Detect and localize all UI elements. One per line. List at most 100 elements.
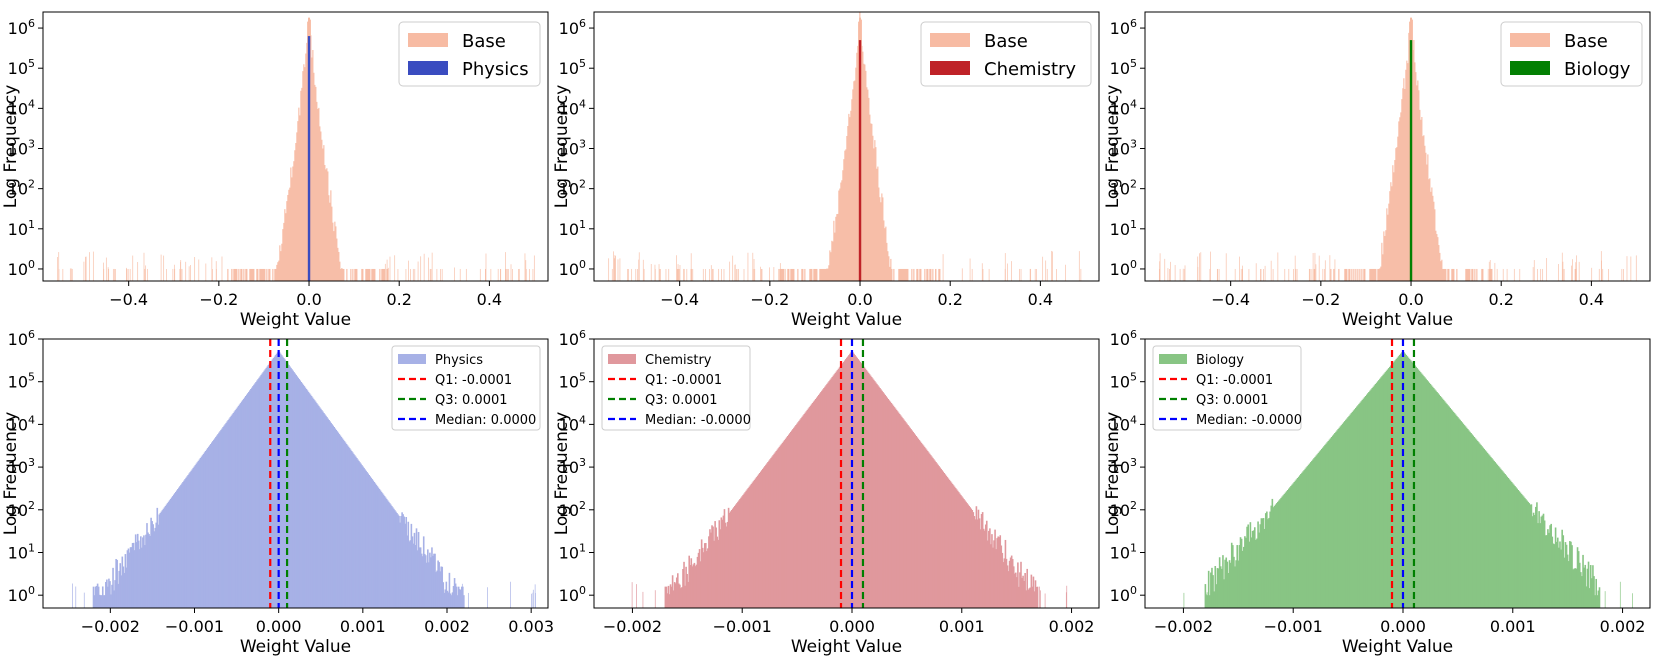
x-tick-label: −0.002 bbox=[603, 617, 662, 636]
y-tick-label: 106 bbox=[1110, 17, 1137, 38]
y-tick-label: 106 bbox=[8, 17, 35, 38]
x-tick-label: 0.000 bbox=[256, 617, 302, 636]
subplot-bottom-left: −0.002 −0.001 0.000 0.001 0.002 0.003 100 101 10… bbox=[1, 328, 554, 657]
x-tick-label: 0.000 bbox=[1380, 617, 1426, 636]
y-axis-label: Log Frequency bbox=[552, 85, 572, 209]
axes-frame bbox=[1144, 11, 1651, 282]
legend-swatch bbox=[1510, 61, 1550, 75]
plot-area bbox=[72, 339, 536, 608]
legend-label: Median: 0.0000 bbox=[435, 413, 536, 428]
x-tick-label: 0.2 bbox=[1488, 290, 1513, 309]
x-tick-label: −0.001 bbox=[165, 617, 224, 636]
x-tick-label: −0.002 bbox=[1154, 617, 1213, 636]
legend-label: Q3: 0.0001 bbox=[645, 393, 718, 408]
x-tick-label: 0.4 bbox=[477, 290, 502, 309]
legend-label: Physics bbox=[462, 59, 529, 80]
legend-label: Q1: -0.0001 bbox=[1196, 373, 1273, 388]
plot-area bbox=[608, 12, 1082, 281]
x-axis-label: Weight Value bbox=[1342, 310, 1453, 330]
x-axis-label: Weight Value bbox=[240, 310, 351, 330]
legend-swatch bbox=[408, 61, 448, 75]
legend: Base Physics bbox=[398, 21, 541, 87]
legend-label: Q3: 0.0001 bbox=[435, 393, 508, 408]
y-tick-label: 101 bbox=[8, 541, 35, 562]
y-tick-label: 101 bbox=[559, 218, 586, 239]
histogram-bar bbox=[1409, 40, 1413, 281]
y-tick-label: 100 bbox=[8, 258, 35, 279]
x-tick-label: −0.2 bbox=[750, 290, 789, 309]
legend-label: Base bbox=[984, 31, 1028, 52]
y-tick-label: 105 bbox=[559, 57, 586, 78]
legend-swatch bbox=[1159, 354, 1187, 364]
y-axis-label: Log Frequency bbox=[1, 412, 21, 536]
axes-frame bbox=[1144, 338, 1651, 609]
axes-frame bbox=[593, 11, 1100, 282]
series-physics bbox=[307, 36, 311, 281]
y-tick-label: 100 bbox=[559, 258, 586, 279]
legend-label: Median: -0.0000 bbox=[645, 413, 751, 428]
series-physics bbox=[72, 350, 536, 608]
y-tick-label: 105 bbox=[559, 371, 586, 392]
legend: Chemistry Q1: -0.0001 Q3: 0.0001 Median: -0… bbox=[601, 345, 751, 431]
legend-swatch bbox=[398, 354, 426, 364]
x-tick-label: 0.002 bbox=[1049, 617, 1095, 636]
x-tick-label: −0.4 bbox=[109, 290, 148, 309]
legend-label: Biology bbox=[1196, 353, 1244, 368]
legend: Biology Q1: -0.0001 Q3: 0.0001 Median: -0.0… bbox=[1152, 345, 1302, 431]
subplot-bottom-middle: −0.002 −0.001 0.000 0.001 0.0021001011021031… bbox=[552, 328, 1100, 657]
legend-label: Base bbox=[462, 31, 506, 52]
legend-box bbox=[601, 345, 751, 431]
x-tick-label: 0.003 bbox=[508, 617, 554, 636]
subplot-top-middle: −0.4 −0.2 0.0 0.2 0.4100101102103104105106We… bbox=[552, 11, 1100, 330]
subplot-bottom-right: −0.002 −0.001 0.000 0.001 0.0021001011021031… bbox=[1103, 328, 1651, 657]
x-tick-label: 0.4 bbox=[1579, 290, 1604, 309]
legend-swatch bbox=[408, 33, 448, 47]
axes-frame bbox=[593, 338, 1100, 609]
legend-label: Biology bbox=[1564, 59, 1631, 80]
legend: Base Chemistry bbox=[920, 21, 1092, 87]
x-tick-label: 0.0 bbox=[1398, 290, 1423, 309]
x-tick-label: 0.4 bbox=[1028, 290, 1053, 309]
x-tick-label: 0.000 bbox=[829, 617, 875, 636]
legend-label: Physics bbox=[435, 353, 483, 368]
plot-area bbox=[57, 17, 535, 281]
legend-swatch bbox=[930, 61, 970, 75]
x-tick-label: −0.2 bbox=[199, 290, 238, 309]
x-tick-label: −0.002 bbox=[81, 617, 140, 636]
x-tick-label: −0.001 bbox=[713, 617, 772, 636]
x-axis-label: Weight Value bbox=[791, 310, 902, 330]
x-tick-label: −0.4 bbox=[660, 290, 699, 309]
legend-label: Chemistry bbox=[645, 353, 712, 368]
y-tick-label: 101 bbox=[8, 218, 35, 239]
x-tick-label: −0.001 bbox=[1264, 617, 1323, 636]
y-tick-label: 101 bbox=[1110, 541, 1137, 562]
y-tick-label: 100 bbox=[559, 584, 586, 605]
series-base bbox=[608, 12, 1082, 281]
x-tick-label: 0.001 bbox=[340, 617, 386, 636]
y-tick-label: 105 bbox=[1110, 57, 1137, 78]
subplot-top-left: −0.4 −0.2 0.0 0.2 0.4100101102103104105106We… bbox=[1, 11, 549, 330]
plot-area bbox=[631, 339, 1068, 608]
legend-label: Base bbox=[1564, 31, 1608, 52]
series-biology bbox=[1183, 350, 1633, 608]
plot-area bbox=[1183, 339, 1633, 608]
y-tick-label: 101 bbox=[1110, 218, 1137, 239]
plot-area bbox=[1158, 17, 1637, 281]
x-tick-label: 0.001 bbox=[939, 617, 985, 636]
x-tick-label: 0.0 bbox=[847, 290, 872, 309]
legend-box bbox=[1152, 345, 1302, 431]
y-tick-label: 100 bbox=[8, 584, 35, 605]
x-tick-label: 0.002 bbox=[424, 617, 470, 636]
y-tick-label: 100 bbox=[1110, 258, 1137, 279]
legend-label: Q1: -0.0001 bbox=[645, 373, 722, 388]
y-axis-label: Log Frequency bbox=[1103, 412, 1123, 536]
x-axis-label: Weight Value bbox=[791, 637, 902, 657]
y-tick-label: 105 bbox=[8, 371, 35, 392]
y-tick-label: 106 bbox=[559, 328, 586, 349]
series-biology bbox=[1409, 40, 1413, 281]
legend-label: Median: -0.0000 bbox=[1196, 413, 1302, 428]
series-chemistry bbox=[858, 40, 862, 281]
y-axis-label: Log Frequency bbox=[1, 85, 21, 209]
legend-label: Q3: 0.0001 bbox=[1196, 393, 1269, 408]
